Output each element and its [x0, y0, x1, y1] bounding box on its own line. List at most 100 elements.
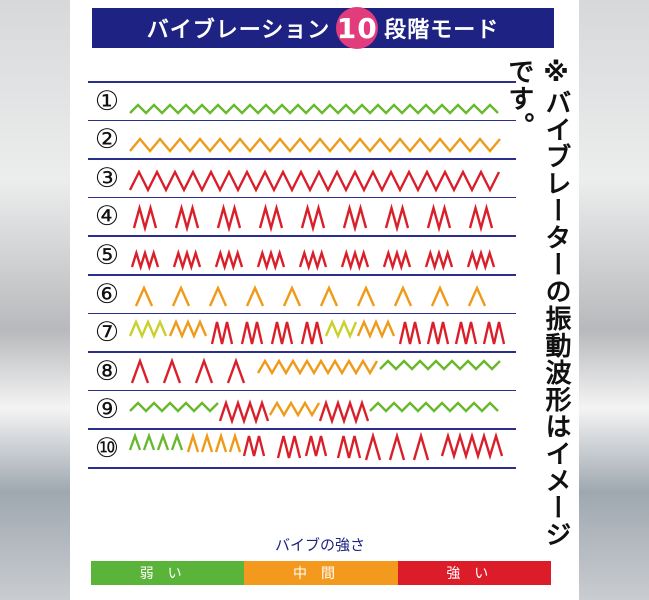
waveform-4-segment	[342, 203, 368, 233]
row-divider	[88, 119, 516, 122]
waveform-3	[128, 169, 501, 193]
waveform-7-segment	[240, 321, 264, 345]
waveform-9-segment	[369, 401, 499, 414]
waveform-4-segment	[426, 203, 452, 233]
waveform-10-segment	[336, 435, 362, 459]
waveform-5-segment	[214, 248, 244, 272]
waveform-4-segment	[174, 203, 200, 233]
strength-legend-bar: 弱い 中間 強い	[91, 561, 551, 585]
waveform-4-segment	[216, 203, 242, 233]
waveform-5-segment	[382, 248, 412, 272]
waveform-5-segment	[172, 248, 202, 272]
waveform-10-segment	[156, 432, 170, 451]
waveform-10-segment	[186, 431, 200, 453]
waveform-8-segment	[162, 357, 182, 384]
waveform-10-segment	[214, 431, 228, 453]
row-divider	[88, 428, 516, 430]
waveform-4-segment	[258, 203, 284, 233]
row-divider	[88, 274, 516, 276]
row-number-7: ⑦	[94, 317, 120, 349]
title-suffix: 段階モード	[384, 18, 500, 43]
waveform-7-segment	[168, 319, 208, 340]
row-number-8: ⑧	[94, 355, 120, 387]
row-number-10: ⑩	[94, 433, 120, 464]
row-divider	[88, 389, 516, 392]
waveform-5-segment	[466, 248, 496, 272]
waveform-6-segment	[356, 284, 376, 307]
waveform-8-segment	[256, 358, 379, 376]
waveform-10-segment	[128, 432, 142, 451]
waveform-8-segment	[226, 357, 246, 384]
waveform-2	[129, 137, 501, 154]
waveform-10-segment	[412, 431, 430, 461]
waveform-10-segment	[440, 431, 504, 461]
waveform-7-segment	[356, 319, 396, 340]
waveform-5-segment	[130, 248, 160, 272]
waveform-5-segment	[340, 248, 370, 272]
waveform-4	[132, 203, 494, 233]
waveform-10-segment	[276, 435, 302, 459]
row-divider	[88, 467, 516, 469]
waveform-10-segment	[304, 435, 328, 457]
waveform-6-segment	[319, 284, 339, 307]
waveform-7-segment	[454, 321, 478, 345]
waveform-2-segment	[129, 137, 501, 154]
waveform-10	[128, 431, 504, 461]
waveform-7-segment	[482, 321, 506, 345]
waveform-7-segment	[300, 321, 324, 345]
waveform-10-segment	[142, 432, 156, 451]
row-divider	[88, 235, 516, 237]
waveform-7-segment	[324, 319, 358, 340]
waveform-7-segment	[270, 321, 294, 345]
waveform-5-segment	[298, 248, 328, 272]
waveform-10-segment	[242, 435, 266, 457]
row-divider	[88, 196, 516, 199]
waveform-6	[134, 284, 487, 307]
row-divider	[88, 351, 516, 353]
waveform-3-segment	[128, 169, 501, 193]
waveform-10-segment	[364, 431, 382, 461]
waveform-10-segment	[228, 431, 242, 453]
waveform-9	[129, 399, 499, 426]
waveform-8-segment	[194, 357, 214, 384]
waveform-9-segment	[268, 401, 321, 418]
waveform-10-segment	[388, 431, 406, 461]
waveform-5-segment	[256, 248, 286, 272]
waveform-1	[129, 102, 499, 115]
waveform-9-segment	[318, 399, 370, 426]
waveform-5	[130, 248, 496, 272]
row-number-9: ⑨	[94, 394, 120, 426]
waveform-10-segment	[170, 432, 184, 451]
waveform-9-segment	[218, 399, 270, 426]
waveform-4-segment	[384, 203, 410, 233]
legend-strong: 強い	[397, 561, 551, 585]
row-number-4: ④	[94, 201, 120, 233]
row-divider	[88, 81, 516, 83]
waveform-6-segment	[171, 284, 191, 307]
row-number-3: ③	[94, 162, 120, 194]
waveform-6-segment	[430, 284, 450, 307]
row-number-1: ①	[94, 85, 120, 117]
row-number-6: ⑥	[94, 278, 120, 310]
waveform-7-segment	[426, 321, 450, 345]
waveform-7-segment	[398, 321, 422, 345]
title-number-badge: 10	[336, 7, 379, 49]
row-divider	[88, 158, 516, 160]
legend-medium: 中間	[244, 561, 398, 585]
title-banner: バイブレーション 10 段階モード	[92, 7, 554, 49]
waveform-6-segment	[245, 284, 265, 307]
waveform-8-segment	[379, 359, 501, 371]
legend-weak: 弱い	[91, 561, 245, 585]
row-number-5: ⑤	[94, 240, 120, 271]
waveform-10-segment	[200, 431, 214, 453]
left-background-strip	[0, 0, 70, 600]
legend-title: バイブの強さ	[274, 536, 365, 554]
waveform-7-segment	[128, 319, 168, 340]
waveform-9-segment	[129, 401, 219, 414]
waveform-4-segment	[132, 203, 158, 233]
row-number-2: ②	[94, 124, 120, 156]
waveform-7	[128, 319, 506, 345]
waveform-6-segment	[282, 284, 302, 307]
disclaimer-note: ※バイブレーターの振動波形はイメージです。	[504, 58, 571, 548]
waveform-6-segment	[134, 284, 154, 307]
